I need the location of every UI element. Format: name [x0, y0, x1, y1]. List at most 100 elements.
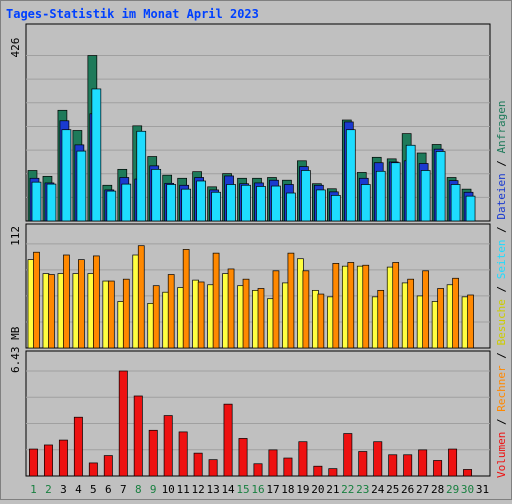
- x-tick-label-day-15: 15: [236, 483, 249, 496]
- bar-volumen-day-21: [328, 468, 338, 477]
- bar-volumen-day-22: [343, 433, 353, 477]
- bar-besuche-day-17: [267, 298, 274, 349]
- bar-volumen-day-20: [313, 465, 323, 477]
- bar-seiten-day-5: [91, 88, 102, 222]
- bar-besuche-day-1: [27, 259, 35, 349]
- bar-rechner-day-24: [377, 289, 385, 349]
- bar-besuche-day-14: [222, 273, 229, 349]
- bar-besuche-day-9: [147, 303, 155, 349]
- bar-volumen-day-19: [298, 441, 308, 477]
- bar-seiten-day-18: [286, 192, 296, 222]
- bar-rechner-day-21: [332, 263, 340, 349]
- bar-rechner-day-17: [272, 270, 280, 349]
- x-tick-label-day-11: 11: [177, 483, 190, 496]
- bar-besuche-day-24: [371, 296, 379, 349]
- y-max-label: 426: [9, 38, 22, 58]
- x-tick-label-day-24: 24: [371, 483, 385, 496]
- bar-besuche-day-29: [446, 284, 454, 349]
- bar-seiten-day-2: [46, 183, 57, 222]
- legend-item-besuche: Besuche: [495, 299, 508, 345]
- x-tick-label-day-13: 13: [206, 483, 219, 496]
- bar-volumen-day-7: [118, 370, 128, 477]
- bar-rechner-day-16: [257, 288, 265, 349]
- x-tick-label-day-4: 4: [75, 483, 82, 496]
- bar-seiten-day-30: [465, 195, 476, 222]
- bar-volumen-day-1: [29, 448, 38, 477]
- bar-besuche-day-12: [192, 279, 199, 349]
- legend-separator: /: [495, 412, 508, 432]
- bar-seiten-day-9: [151, 168, 162, 222]
- bar-seiten-day-8: [136, 130, 147, 222]
- bar-seiten-day-3: [61, 129, 72, 222]
- bar-besuche-day-19: [297, 258, 304, 349]
- bar-seiten-day-17: [271, 185, 281, 222]
- bar-besuche-day-2: [42, 273, 50, 349]
- bar-seiten-day-14: [226, 184, 236, 222]
- bar-besuche-day-6: [102, 280, 110, 349]
- bar-seiten-day-11: [181, 188, 191, 222]
- bar-volumen-day-11: [178, 431, 188, 477]
- bar-seiten-day-7: [121, 183, 132, 222]
- bar-besuche-day-27: [416, 295, 424, 349]
- bar-volumen-day-25: [388, 454, 398, 477]
- bar-seiten-day-28: [435, 151, 446, 222]
- bar-volumen-day-13: [208, 459, 218, 477]
- bar-seiten-day-29: [450, 184, 461, 222]
- x-tick-label-day-1: 1: [30, 483, 37, 496]
- bar-rechner-day-19: [302, 270, 310, 349]
- bar-volumen-day-9: [148, 429, 158, 477]
- bar-seiten-day-24: [375, 170, 386, 222]
- bar-volumen-day-29: [448, 448, 458, 477]
- bar-rechner-day-11: [182, 249, 190, 349]
- bar-rechner-day-2: [48, 274, 55, 349]
- x-tick-label-day-12: 12: [192, 483, 205, 496]
- bar-volumen-day-27: [418, 449, 428, 477]
- bar-besuche-day-8: [132, 254, 140, 349]
- x-tick-label-day-27: 27: [416, 483, 429, 496]
- bar-volumen-day-15: [238, 438, 248, 477]
- y-max-label: 112: [9, 226, 22, 246]
- bar-besuche-day-20: [312, 289, 319, 349]
- x-tick-label-day-23: 23: [356, 483, 369, 496]
- bar-rechner-day-30: [467, 294, 474, 349]
- bar-besuche-day-3: [57, 273, 65, 349]
- bar-volumen-day-26: [403, 454, 413, 477]
- bar-besuche-day-22: [341, 265, 349, 349]
- bar-volumen-day-17: [268, 449, 278, 477]
- legend-item-rechner: Rechner: [495, 365, 508, 412]
- bar-besuche-day-4: [72, 273, 80, 349]
- bar-besuche-day-18: [282, 282, 289, 349]
- bar-volumen-day-10: [163, 415, 173, 477]
- bar-rechner-day-26: [407, 278, 415, 349]
- legend-separator: /: [495, 153, 508, 173]
- bar-rechner-day-3: [63, 254, 70, 349]
- bar-rechner-day-14: [227, 268, 235, 349]
- x-tick-label-day-17: 17: [266, 483, 279, 496]
- bar-besuche-day-26: [401, 282, 409, 349]
- bar-besuche-day-23: [356, 265, 364, 349]
- x-tick-label-day-22: 22: [341, 483, 354, 496]
- panel-top: 426: [9, 23, 491, 222]
- bar-besuche-day-13: [207, 284, 214, 349]
- bar-besuche-day-7: [117, 301, 125, 349]
- legend-separator: /: [495, 279, 508, 299]
- bar-rechner-day-22: [347, 262, 355, 349]
- bar-rechner-day-29: [452, 277, 459, 349]
- x-tick-label-day-16: 16: [251, 483, 264, 496]
- x-tick-label-day-19: 19: [296, 483, 309, 496]
- bar-rechner-day-25: [392, 262, 400, 349]
- bar-seiten-day-15: [241, 184, 251, 222]
- bar-rechner-day-8: [137, 245, 145, 349]
- bar-besuche-day-11: [177, 287, 185, 349]
- y-max-label: 6.43 MB: [9, 326, 22, 373]
- bar-volumen-day-8: [133, 395, 143, 477]
- bar-rechner-day-12: [197, 281, 205, 349]
- bar-rechner-day-18: [287, 252, 295, 349]
- x-tick-label-day-8: 8: [135, 483, 142, 496]
- bar-besuche-day-10: [162, 291, 170, 349]
- panel-bottom: 6.43 MB: [9, 326, 491, 477]
- bar-besuche-day-16: [252, 289, 259, 349]
- legend: Volumen / Rechner / Besuche / Seiten / D…: [495, 100, 508, 478]
